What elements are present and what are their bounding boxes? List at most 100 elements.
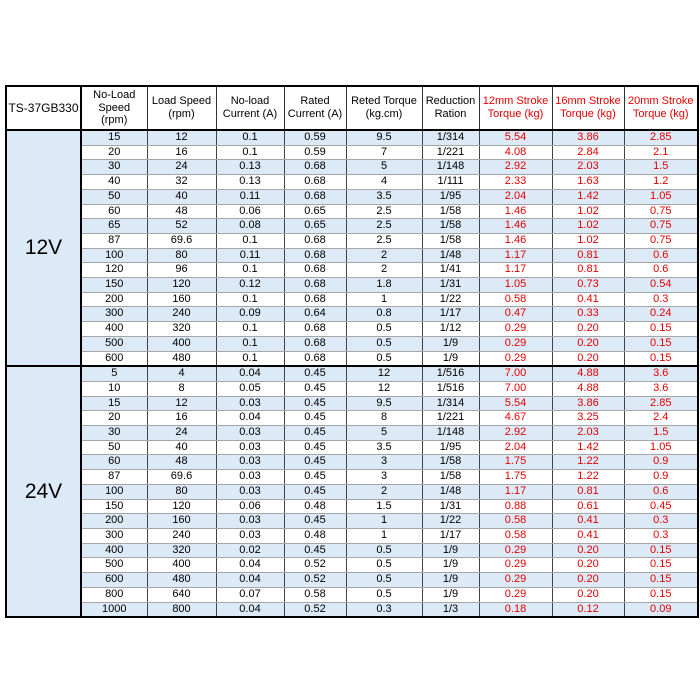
table-cell: 8 — [146, 380, 217, 397]
table-cell: 48 — [146, 454, 217, 471]
table-cell: 0.58 — [478, 291, 553, 308]
table-cell: 0.9 — [623, 454, 699, 471]
table-cell: 150 — [80, 498, 148, 515]
table-cell: 69.6 — [146, 232, 217, 249]
table-row: 87 69.6 0.1 0.68 2.5 1/58 1.46 1.02 0.75 — [6, 232, 699, 249]
column-header: Reted Torque (kg.cm) — [345, 86, 423, 131]
table-cell: 0.1 — [215, 232, 285, 249]
table-cell: 0.20 — [551, 335, 625, 352]
table-cell: 1/314 — [421, 128, 480, 146]
table-cell: 1.02 — [551, 203, 625, 220]
table-cell: 2.5 — [345, 218, 423, 234]
table-cell: 0.06 — [215, 203, 285, 220]
table-cell: 0.45 — [283, 380, 347, 397]
table-row: 12V 15 12 0.1 0.59 9.5 1/314 5.54 3.86 2.85 — [5, 128, 699, 367]
voltage-label: 24V — [5, 365, 82, 618]
table-cell: 96 — [146, 262, 217, 279]
table-row: 150 120 0.06 0.48 1.5 1/31 0.88 0.61 0.45 — [6, 498, 699, 515]
table-cell: 0.15 — [623, 557, 699, 574]
table-cell: 1.5 — [623, 159, 699, 176]
table-cell: 2.33 — [478, 174, 553, 190]
table-cell: 1 — [345, 291, 423, 308]
table-cell: 1/58 — [421, 232, 480, 249]
table-cell: 40 — [80, 174, 148, 190]
table-cell: 1/9 — [421, 557, 480, 574]
table-cell: 50 — [80, 188, 148, 205]
table-cell: 60 — [80, 454, 148, 471]
table-cell: 0.58 — [478, 513, 553, 529]
table-cell: 4 — [345, 174, 423, 190]
table-cell: 1.02 — [551, 232, 625, 249]
table-cell: 5 — [345, 159, 423, 176]
table-row: 120 96 0.1 0.68 2 1/41 1.17 0.81 0.6 — [6, 262, 699, 279]
table-cell: 0.29 — [478, 572, 553, 588]
table-cell: 30 — [80, 159, 148, 176]
table-cell: 0.68 — [283, 159, 347, 176]
table-cell: 30 — [80, 425, 148, 441]
table-row: 15 12 0.03 0.45 9.5 1/314 5.54 3.86 2.85 — [6, 395, 699, 412]
table-cell: 0.20 — [551, 586, 625, 603]
table-cell: 1/516 — [421, 365, 480, 382]
table-cell: 1/516 — [421, 380, 480, 397]
table-cell: 2.04 — [478, 439, 553, 456]
table-cell: 0.29 — [478, 542, 553, 559]
table-row: 200 160 0.1 0.68 1 1/22 0.58 0.41 0.3 — [6, 291, 699, 308]
table-cell: 0.15 — [623, 572, 699, 588]
table-cell: 1/22 — [421, 513, 480, 529]
table-cell: 40 — [146, 439, 217, 456]
table-cell: 0.68 — [283, 247, 347, 264]
table-cell: 0.68 — [283, 188, 347, 205]
table-cell: 1/148 — [421, 425, 480, 441]
table-cell: 1/31 — [421, 498, 480, 515]
table-cell: 4 — [146, 365, 217, 382]
table-row: 600 480 0.1 0.68 0.5 1/9 0.29 0.20 0.15 — [6, 350, 699, 367]
table-cell: 1/95 — [421, 439, 480, 456]
table-cell: 0.03 — [215, 425, 285, 441]
table-cell: 2 — [345, 247, 423, 264]
table-cell: 3.25 — [551, 410, 625, 427]
table-cell: 0.13 — [215, 174, 285, 190]
table-row: 20 16 0.04 0.45 8 1/221 4.67 3.25 2.4 — [6, 410, 699, 427]
column-header: No-Load Speed (rpm) — [80, 86, 148, 131]
table-cell: 600 — [80, 350, 148, 367]
table-cell: 0.45 — [283, 425, 347, 441]
table-cell: 20 — [80, 144, 148, 161]
table-cell: 0.11 — [215, 247, 285, 264]
table-cell: 5 — [80, 365, 148, 382]
table-cell: 0.5 — [345, 557, 423, 574]
table-cell: 2.92 — [478, 159, 553, 176]
table-cell: 0.29 — [478, 335, 553, 352]
table-row: 150 120 0.12 0.68 1.8 1/31 1.05 0.73 0.54 — [6, 277, 699, 293]
table-cell: 150 — [80, 277, 148, 293]
voltage-label: 12V — [5, 128, 82, 367]
table-cell: 100 — [80, 247, 148, 264]
table-cell: 1/9 — [421, 572, 480, 588]
table-cell: 1.05 — [623, 188, 699, 205]
table-cell: 1.75 — [478, 454, 553, 471]
table-cell: 0.03 — [215, 527, 285, 544]
table-cell: 0.81 — [551, 483, 625, 500]
table-row: 30 24 0.13 0.68 5 1/148 2.92 2.03 1.5 — [6, 159, 699, 176]
table-cell: 16 — [146, 410, 217, 427]
table-row: 500 400 0.1 0.68 0.5 1/9 0.29 0.20 0.15 — [6, 335, 699, 352]
table-cell: 1.22 — [551, 454, 625, 471]
table-cell: 320 — [146, 321, 217, 337]
table-cell: 0.5 — [345, 335, 423, 352]
table-cell: 0.3 — [623, 291, 699, 308]
table-cell: 0.68 — [283, 350, 347, 367]
table-cell: 3.6 — [623, 380, 699, 397]
table-cell: 5.54 — [478, 128, 553, 146]
table-cell: 120 — [146, 498, 217, 515]
table-cell: 2.04 — [478, 188, 553, 205]
table-cell: 1/17 — [421, 527, 480, 544]
table-cell: 0.41 — [551, 513, 625, 529]
table-cell: 480 — [146, 350, 217, 367]
table-cell: 8 — [345, 410, 423, 427]
table-cell: 0.6 — [623, 247, 699, 264]
table-cell: 0.59 — [283, 128, 347, 146]
table-cell: 1/58 — [421, 454, 480, 471]
table-cell: 0.09 — [623, 601, 699, 618]
column-header: 12mm Stroke Torque (kg) — [478, 86, 553, 131]
table-cell: 1/48 — [421, 483, 480, 500]
table-cell: 3 — [345, 454, 423, 471]
